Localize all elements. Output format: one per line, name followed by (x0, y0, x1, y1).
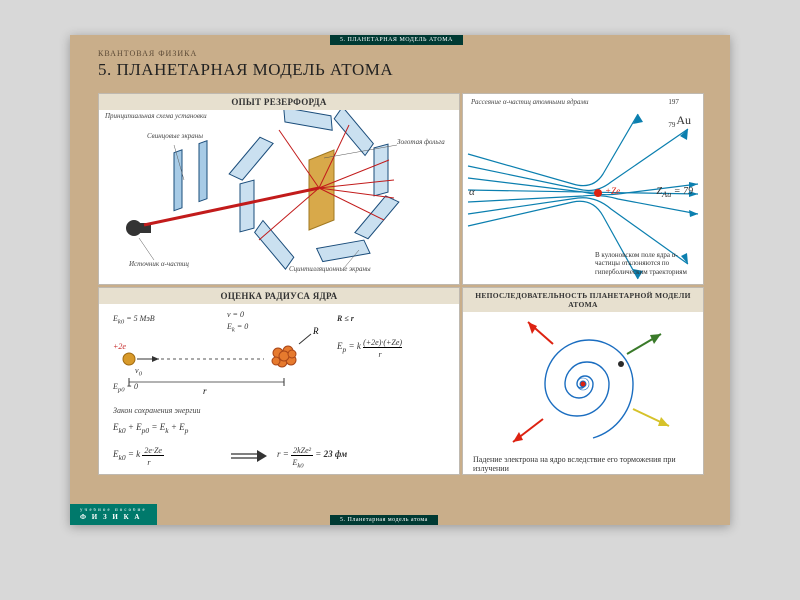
panel-radius: ОЦЕНКА РАДИУСА ЯДРА Ek0 = 5 МэВ v = 0 Ek… (98, 287, 460, 475)
badge: учебное пособие Ф И З И К А (70, 504, 157, 525)
radius-diagram: R r (99, 324, 459, 414)
eq-r: r = 2kZe²Ek0 = 23 фм (277, 446, 347, 470)
lbl-screens: Свинцовые экраны (147, 132, 207, 140)
badge-text: Ф И З И К А (80, 513, 141, 521)
panel3-head: ОЦЕНКА РАДИУСА ЯДРА (99, 288, 459, 304)
subject: КВАНТОВАЯ ФИЗИКА (98, 49, 702, 58)
panel-scattering: Рассеяние α-частиц атомными ядрами 197 7… (462, 93, 704, 285)
svg-text:R: R (312, 326, 319, 336)
lbl-source: Источник α-частиц (129, 260, 189, 268)
conservation-label: Закон сохранения энергии (113, 406, 200, 415)
badge-sub: учебное пособие (80, 508, 147, 513)
panel2-note: В кулоновском поле ядра α-частицы отклон… (595, 251, 695, 276)
lbl-scint: Сцинтилляционные экраны (289, 265, 399, 273)
bottom-tab: 5. Планетарная модель атома (330, 515, 438, 525)
eq-rr: R ≤ r (337, 314, 354, 323)
title: 5. ПЛАНЕТАРНАЯ МОДЕЛЬ АТОМА (98, 60, 702, 80)
panel4-head: НЕПОСЛЕДОВАТЕЛЬНОСТЬ ПЛАНЕТАРНОЙ МОДЕЛИ … (463, 288, 703, 312)
lbl-foil: Золотая фольга (397, 138, 447, 146)
panel1-caption: Принципиальная схема установки (105, 112, 207, 120)
eq-ek0eq: Ek0 = k 2e·Zer (113, 446, 164, 467)
alpha-label: α (469, 186, 475, 198)
panel-rutherford: ОПЫТ РЕЗЕРФОРДА Принципиальная схема уст… (98, 93, 460, 285)
arrow-implies (229, 448, 269, 464)
panel1-head: ОПЫТ РЕЗЕРФОРДА (99, 94, 459, 110)
panel-inconsistency: НЕПОСЛЕДОВАТЕЛЬНОСТЬ ПЛАНЕТАРНОЙ МОДЕЛИ … (462, 287, 704, 475)
alpha-charge: +2e (113, 342, 126, 351)
element: Au (676, 113, 691, 127)
v0-label: v0 (135, 366, 142, 378)
poster: 5. ПЛАНЕТАРНАЯ МОДЕЛЬ АТОМА 5. Планетарн… (70, 35, 730, 525)
eq-v0: v = 0 (227, 310, 244, 319)
eq-ep0: Ep0 = 0 (113, 382, 138, 394)
svg-text:r: r (203, 386, 207, 396)
panel4-caption: Падение электрона на ядро вследствие его… (473, 455, 693, 474)
panel2-caption: Рассеяние α-частиц атомными ядрами (471, 98, 631, 106)
top-tab: 5. ПЛАНЕТАРНАЯ МОДЕЛЬ АТОМА (330, 35, 463, 45)
nucleus-label: +Ze (605, 186, 620, 196)
mass-number: 197 (668, 98, 679, 106)
header: КВАНТОВАЯ ФИЗИКА 5. ПЛАНЕТАРНАЯ МОДЕЛЬ А… (98, 49, 702, 80)
eq-cons: Ek0 + Ep0 = Ek + Ep (113, 422, 188, 435)
element-symbol: 197 79Au (668, 98, 691, 129)
z-eq: ZAu = 79 (656, 186, 693, 199)
spiral-diagram (463, 312, 703, 462)
atomic-number: 79 (668, 121, 675, 129)
